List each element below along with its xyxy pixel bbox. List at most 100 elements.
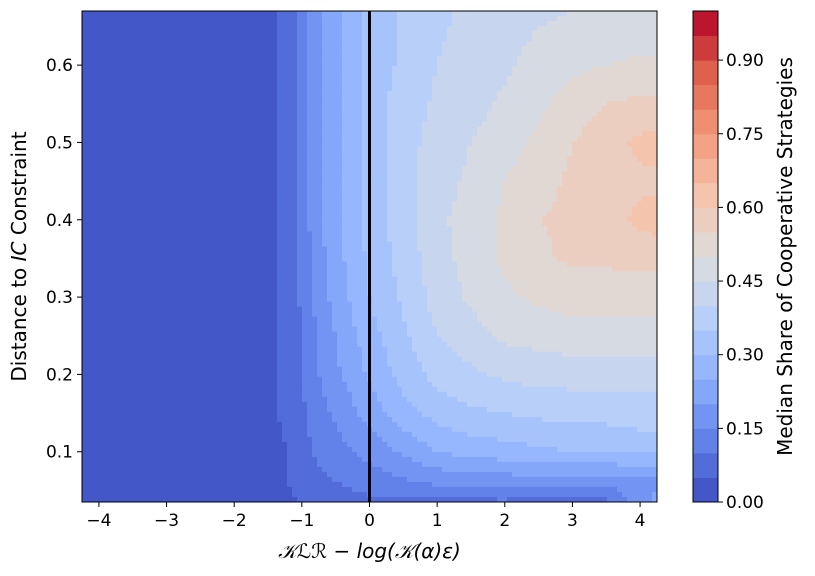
contour-cell: [127, 161, 133, 167]
contour-cell: [522, 121, 528, 127]
contour-cell: [482, 146, 488, 152]
contour-cell: [532, 21, 538, 27]
contour-cell: [92, 206, 98, 213]
contour-cell: [132, 221, 138, 228]
contour-cell: [487, 16, 493, 22]
contour-cell: [632, 26, 638, 32]
contour-cell: [587, 96, 593, 102]
contour-cell: [302, 131, 308, 137]
contour-cell: [452, 66, 458, 72]
contour-cell: [227, 11, 233, 17]
contour-cell: [522, 16, 528, 22]
contour-cell: [242, 26, 248, 32]
contour-cell: [522, 86, 528, 92]
contour-cell: [507, 221, 513, 228]
contour-cell: [242, 131, 248, 137]
contour-cell: [407, 221, 413, 228]
contour-cell: [272, 56, 278, 62]
contour-cell: [627, 21, 633, 27]
contour-cell: [387, 186, 393, 192]
contour-cell: [442, 36, 448, 42]
contour-cell: [227, 26, 233, 32]
contour-cell: [82, 76, 88, 82]
contour-cell: [217, 116, 223, 122]
contour-cell: [522, 71, 528, 77]
contour-cell: [187, 171, 193, 177]
contour-cell: [632, 116, 638, 122]
contour-cell: [342, 226, 348, 233]
contour-cell: [377, 11, 383, 17]
contour-cell: [247, 41, 253, 47]
contour-cell: [577, 201, 583, 207]
contour-cell: [287, 51, 293, 57]
contour-cell: [607, 216, 613, 223]
contour-cell: [357, 36, 363, 42]
contour-cell: [217, 226, 223, 233]
contour-cell: [267, 51, 273, 57]
contour-cell: [562, 86, 568, 92]
contour-cell: [217, 146, 223, 152]
contour-cell: [337, 46, 343, 52]
contour-cell: [577, 206, 583, 213]
contour-cell: [342, 136, 348, 142]
contour-cell: [632, 156, 638, 162]
contour-cell: [177, 101, 183, 107]
contour-cell: [547, 41, 553, 47]
contour-cell: [292, 156, 298, 162]
contour-cell: [247, 151, 253, 157]
contour-cell: [252, 211, 258, 218]
contour-cell: [337, 126, 343, 132]
contour-cell: [122, 96, 128, 102]
contour-cell: [302, 136, 308, 142]
contour-cell: [317, 226, 323, 233]
contour-cell: [397, 181, 403, 187]
contour-cell: [442, 66, 448, 72]
contour-cell: [437, 156, 443, 162]
contour-cell: [272, 176, 278, 182]
contour-cell: [507, 186, 513, 192]
contour-cell: [212, 66, 218, 72]
contour-cell: [627, 121, 633, 127]
contour-cell: [517, 186, 523, 192]
contour-cell: [272, 101, 278, 107]
contour-cell: [247, 81, 253, 87]
contour-cell: [102, 76, 108, 82]
contour-cell: [587, 131, 593, 137]
contour-cell: [237, 21, 243, 27]
contour-cell: [462, 106, 468, 112]
contour-cell: [242, 76, 248, 82]
contour-cell: [122, 136, 128, 142]
contour-cell: [137, 136, 143, 142]
contour-cell: [222, 121, 228, 127]
contour-cell: [642, 176, 648, 182]
contour-cell: [112, 211, 118, 218]
contour-cell: [557, 21, 563, 27]
contour-cell: [627, 66, 633, 72]
contour-cell: [322, 136, 328, 142]
contour-cell: [342, 26, 348, 32]
contour-cell: [282, 156, 288, 162]
contour-cell: [87, 56, 93, 62]
contour-cell: [482, 136, 488, 142]
contour-cell: [242, 81, 248, 87]
contour-cell: [557, 126, 563, 132]
contour-cell: [292, 196, 298, 202]
contour-cell: [402, 86, 408, 92]
contour-cell: [637, 36, 643, 42]
contour-cell: [342, 206, 348, 213]
contour-cell: [352, 91, 358, 97]
contour-cell: [537, 71, 543, 77]
contour-cell: [512, 181, 518, 187]
contour-cell: [597, 11, 603, 17]
contour-cell: [567, 86, 573, 92]
contour-cell: [577, 61, 583, 67]
contour-cell: [462, 131, 468, 137]
contour-cell: [202, 121, 208, 127]
contour-cell: [172, 216, 178, 223]
contour-cell: [517, 191, 523, 197]
contour-cell: [157, 196, 163, 202]
contour-cell: [467, 71, 473, 77]
contour-cell: [507, 166, 513, 172]
contour-cell: [642, 111, 648, 117]
contour-cell: [512, 31, 518, 37]
